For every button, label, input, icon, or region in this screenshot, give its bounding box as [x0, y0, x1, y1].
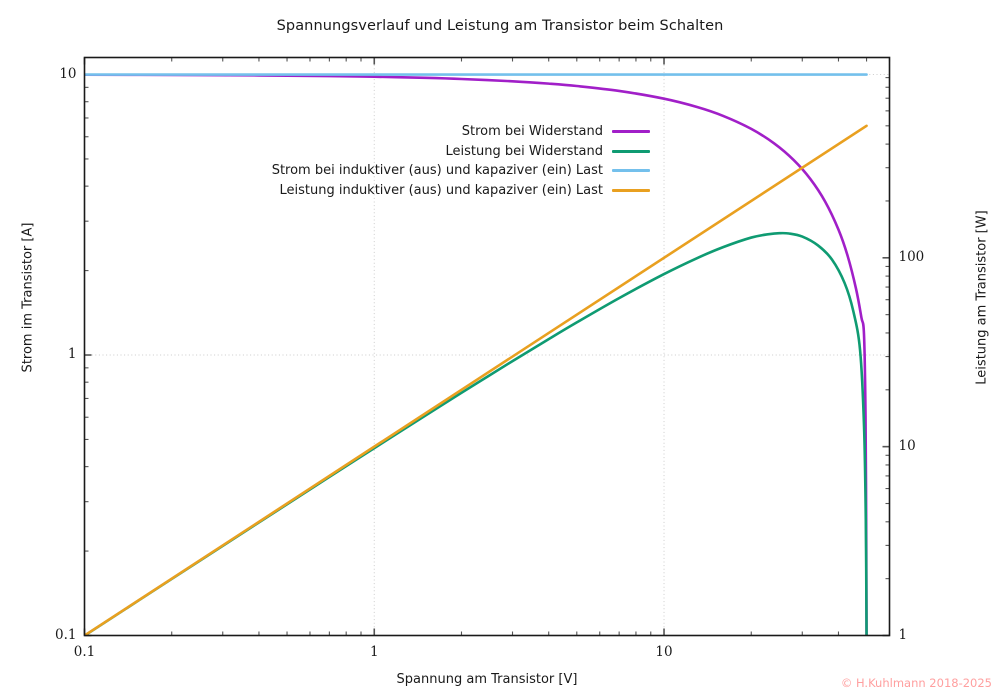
legend-label: Strom bei Widerstand — [461, 124, 603, 140]
legend-item: Leistung bei Widerstand — [170, 142, 650, 162]
series-line-0 — [84, 73, 868, 636]
x-tick-label: 10 — [655, 643, 673, 660]
legend-swatch-strom-widerstand — [612, 130, 650, 134]
y-tick-label-left: 10 — [59, 65, 77, 82]
legend-label: Leistung bei Widerstand — [445, 143, 603, 159]
data-series — [84, 73, 868, 636]
series-line-1 — [84, 231, 868, 636]
legend-swatch-leistung-induktiv — [612, 188, 650, 192]
x-axis-label: Spannung am Transistor [V] — [396, 672, 578, 687]
legend-label: Leistung induktiver (aus) und kapaziver … — [279, 182, 603, 198]
y-axis-label-right: Leistung am Transistor [W] — [974, 210, 990, 385]
y-tick-label-left: 1 — [67, 346, 77, 362]
chart-title: Spannungsverlauf und Leistung am Transis… — [276, 18, 724, 34]
chart-legend: Strom bei Widerstand Leistung bei Widers… — [170, 122, 650, 200]
series-line-3 — [84, 124, 868, 636]
legend-swatch-strom-induktiv — [612, 169, 650, 173]
legend-label: Strom bei induktiver (aus) und kapaziver… — [271, 163, 603, 179]
y-axis-label-left: Strom im Transistor [A] — [20, 222, 36, 373]
x-tick-label: 0.1 — [73, 643, 96, 660]
legend-item: Leistung induktiver (aus) und kapaziver … — [170, 181, 650, 201]
legend-item: Strom bei induktiver (aus) und kapaziver… — [170, 161, 650, 181]
legend-swatch-leistung-widerstand — [612, 149, 650, 153]
y-tick-label-left: 0.1 — [55, 626, 77, 643]
y-tick-label-right: 1 — [898, 626, 908, 643]
plot-frame — [83, 56, 891, 637]
legend-item: Strom bei Widerstand — [170, 122, 650, 142]
x-tick-label: 1 — [369, 643, 379, 660]
copyright-note: © H.Kuhlmann 2018-2025 — [840, 676, 992, 690]
y-tick-label-right: 100 — [898, 248, 925, 265]
y-tick-label-right: 10 — [898, 437, 916, 454]
